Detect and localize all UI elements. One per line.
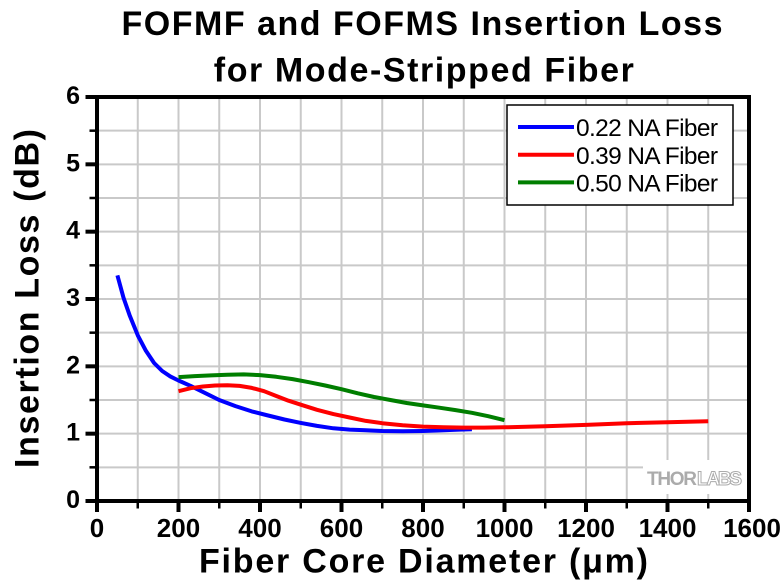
svg-text:6: 6 [66,82,80,110]
svg-text:Insertion Loss (dB): Insertion Loss (dB) [9,129,47,468]
svg-text:2: 2 [66,351,80,379]
svg-text:1600: 1600 [723,513,780,543]
svg-text:400: 400 [238,513,281,543]
svg-text:1400: 1400 [639,513,697,543]
svg-text:5: 5 [66,149,80,177]
svg-text:4: 4 [66,217,80,245]
svg-text:1200: 1200 [557,513,615,543]
svg-text:0: 0 [66,486,80,514]
svg-text:3: 3 [66,284,80,312]
svg-text:1000: 1000 [476,513,534,543]
svg-text:LABS: LABS [697,469,742,490]
svg-text:Fiber Core Diameter (μm): Fiber Core Diameter (μm) [199,543,648,581]
svg-text:THOR: THOR [647,469,697,490]
svg-text:1: 1 [66,419,80,447]
svg-text:0: 0 [90,513,104,543]
svg-text:0.39 NA Fiber: 0.39 NA Fiber [576,143,718,170]
svg-text:0.22 NA Fiber: 0.22 NA Fiber [576,115,718,142]
svg-text:FOFMF and FOFMS Insertion Loss: FOFMF and FOFMS Insertion Loss [122,5,723,43]
svg-text:800: 800 [401,513,444,543]
svg-text:0.50 NA Fiber: 0.50 NA Fiber [576,171,718,198]
svg-text:for Mode-Stripped Fiber: for Mode-Stripped Fiber [214,51,634,89]
svg-text:200: 200 [157,513,200,543]
svg-text:600: 600 [320,513,363,543]
